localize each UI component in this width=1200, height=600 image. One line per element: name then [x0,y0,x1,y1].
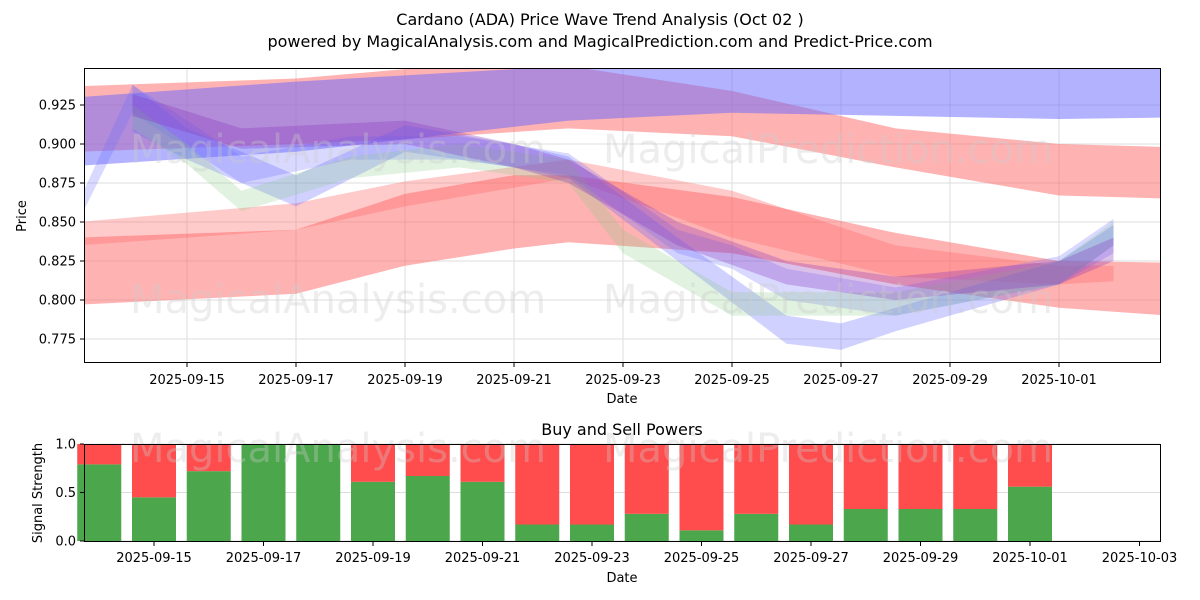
bars [77,444,1052,541]
bar-x-tick-label: 2025-09-19 [335,551,411,566]
buy-bar [132,497,176,541]
sell-bar [515,444,560,525]
main-x-axis: 2025-09-15 2025-09-17 2025-09-19 2025-09-21… [149,363,1097,388]
buy-bar [405,476,450,541]
bar-x-axis: 2025-09-15 2025-09-17 2025-09-19 2025-09-21… [116,542,1177,566]
watermark-bottom-left: MagicalAnalysis.com [130,277,546,323]
sell-bar [186,444,231,472]
sell-bar [570,444,614,525]
buy-bar [624,513,669,541]
buy-bar [898,508,943,541]
bar-y-tick-label: 1.0 [55,438,76,453]
bar-x-tick-label: 2025-09-17 [226,551,302,566]
watermark-bar-right: MagicalPrediction.com [603,426,1053,472]
buy-bar [351,481,395,541]
band-red-band-low [85,175,1160,316]
bar-x-tick-label: 2025-09-21 [445,551,521,566]
bar-x-tick-label: 2025-09-25 [664,551,740,566]
main-y-tick-label: 0.800 [39,294,76,309]
band-blue-wave-1 [132,84,1114,350]
sell-bar [460,444,505,482]
bar-x-axis-label: Date [606,571,637,586]
sell-bar [132,444,176,498]
sell-bar [898,444,943,509]
main-x-tick-label: 2025-09-29 [912,373,988,388]
bar-x-tick-label: 2025-09-15 [116,551,192,566]
bar-y-tick-label: 0.5 [55,486,76,501]
watermark-top-right: MagicalPrediction.com [603,127,1053,173]
band-purple-wave [132,94,1114,300]
main-x-tick-label: 2025-09-21 [476,373,552,388]
buy-bar [241,444,286,541]
buy-bar [296,444,341,541]
buy-bar [953,508,998,541]
sell-bar [77,444,122,465]
band-red-band-mid [85,159,1114,285]
main-y-tick-label: 0.900 [39,138,76,153]
main-x-tick-label: 2025-09-23 [585,373,661,388]
bar-y-axis-label: Signal Strength [31,443,46,543]
buy-bar [77,464,122,541]
watermark-bottom-right: MagicalPrediction.com [603,277,1053,323]
main-plot-frame [84,68,1161,363]
bar-x-tick-label: 2025-10-03 [1102,551,1178,566]
main-y-axis-label: Price [15,200,30,232]
watermark-top-left: MagicalAnalysis.com [130,127,546,173]
sell-bar [843,444,888,509]
main-x-tick-label: 2025-09-27 [803,373,879,388]
main-y-tick-label: 0.875 [39,177,76,192]
bar-y-axis: 0.0 0.5 1.0 [55,438,84,550]
main-y-tick-label: 0.775 [39,333,76,348]
buy-bar [460,481,505,541]
bar-x-tick-label: 2025-10-01 [992,551,1068,566]
main-x-tick-label: 2025-09-15 [149,373,225,388]
band-green-wave [132,105,1114,316]
sell-bar [953,444,998,509]
main-y-axis: 0.775 0.800 0.825 0.850 0.875 0.900 0.925 [39,99,84,348]
buy-bar [186,471,231,541]
buy-bar [1008,486,1052,541]
main-x-tick-label: 2025-09-25 [694,373,770,388]
bar-y-tick-label: 0.0 [55,535,76,550]
buy-bar [679,530,724,541]
main-x-tick-label: 2025-09-19 [367,373,443,388]
main-x-tick-label: 2025-10-01 [1021,373,1097,388]
sell-bar [734,444,779,514]
watermark-bar-left: MagicalAnalysis.com [130,426,546,472]
sell-bar [405,444,450,477]
buy-bar [843,508,888,541]
bar-x-tick-label: 2025-09-23 [554,551,630,566]
buy-bar [734,513,779,541]
chart-title: Cardano (ADA) Price Wave Trend Analysis … [396,10,804,29]
sell-bar [789,444,833,525]
main-bands [85,69,1160,350]
main-x-tick-label: 2025-09-17 [258,373,334,388]
main-y-tick-label: 0.825 [39,255,76,270]
main-x-axis-label: Date [606,392,637,407]
chart-subtitle: powered by MagicalAnalysis.com and Magic… [267,32,933,51]
main-y-tick-label: 0.925 [39,99,76,114]
buy-bar [515,524,560,541]
band-blue-band-top [85,69,1160,166]
buy-bar [570,524,614,541]
main-y-tick-label: 0.850 [39,216,76,231]
band-blue-wave-2 [85,84,1114,316]
sell-bar [1008,444,1052,487]
sell-bar [351,444,395,482]
bar-x-tick-label: 2025-09-29 [883,551,959,566]
sell-bar [624,444,669,514]
buy-bar [789,524,833,541]
sell-bar [679,444,724,531]
bar-plot-frame [84,444,1161,542]
bar-chart-title: Buy and Sell Powers [541,420,703,439]
bar-x-tick-label: 2025-09-27 [773,551,849,566]
